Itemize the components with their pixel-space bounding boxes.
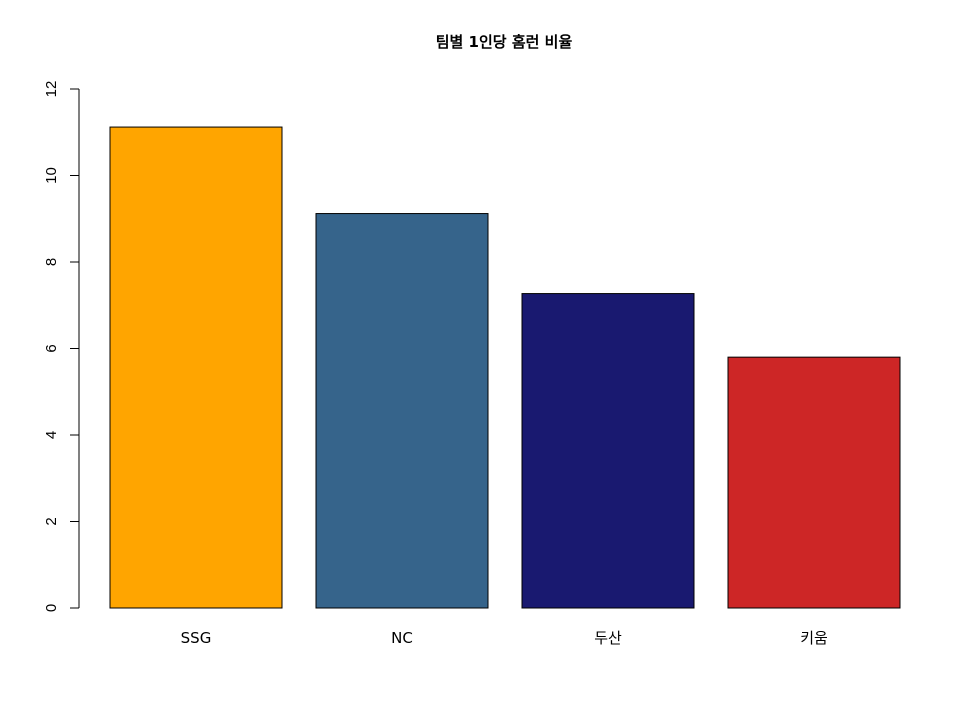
y-tick-label: 4 xyxy=(43,431,60,439)
bar-1 xyxy=(109,126,283,609)
y-tick-label: 0 xyxy=(43,604,60,612)
x-axis-labels: SSG NC 두산 키움 xyxy=(181,629,828,647)
y-tick-label: 2 xyxy=(43,517,60,525)
bar-3 xyxy=(521,293,695,609)
bar-4 xyxy=(727,356,901,609)
y-tick-label: 8 xyxy=(43,258,60,266)
chart-title: 팀별 1인당 홈런 비율 xyxy=(436,33,573,51)
x-category-label: 키움 xyxy=(800,629,828,647)
x-category-label: SSG xyxy=(181,629,212,647)
y-tick-label: 10 xyxy=(43,167,60,184)
bar-2 xyxy=(315,213,489,609)
bars xyxy=(109,126,901,609)
y-tick-label: 12 xyxy=(43,81,60,98)
x-category-label: NC xyxy=(391,629,413,647)
x-category-label: 두산 xyxy=(594,629,622,647)
y-axis: 0 2 4 6 8 10 12 xyxy=(43,81,80,612)
y-tick-label: 6 xyxy=(43,344,60,352)
